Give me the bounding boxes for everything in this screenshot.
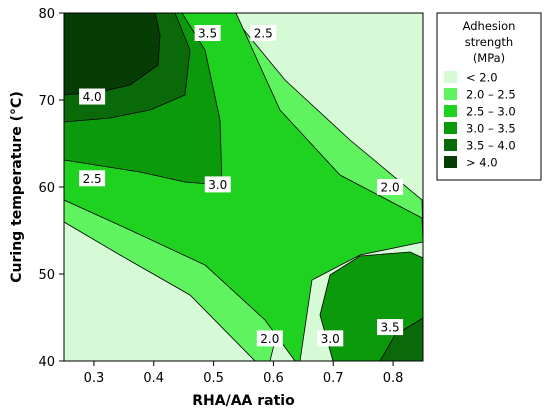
legend-swatch xyxy=(444,88,457,100)
region-3.5-4.0-lower xyxy=(379,317,423,361)
x-tick-label: 0.4 xyxy=(143,371,164,386)
x-tick-label: 0.8 xyxy=(383,371,404,386)
contour-label: 2.5 xyxy=(250,25,277,42)
legend-entry-label: < 2.0 xyxy=(466,71,498,85)
x-axis-label: RHA/AA ratio xyxy=(192,393,295,409)
contour-label-bg xyxy=(377,319,404,336)
contour-label-bg xyxy=(317,330,344,347)
y-tick-label: 40 xyxy=(38,355,55,370)
y-tick-label: 70 xyxy=(38,94,55,109)
legend-swatch xyxy=(444,71,457,83)
contour-labels: 3.5 2.5 4.0 3.0 2.5 2.0 2.0 3.0 3.5 xyxy=(79,25,404,347)
contour-regions xyxy=(64,13,423,361)
legend-swatch xyxy=(444,139,457,151)
y-axis-label: Curing temperature (°C) xyxy=(9,91,25,282)
contour-label: 2.0 xyxy=(377,179,404,195)
x-tick-label: 0.5 xyxy=(203,371,224,386)
contour-label-text: 4.0 xyxy=(83,90,102,104)
contour-label-bg xyxy=(377,179,404,195)
legend-swatch xyxy=(444,156,457,168)
contour-label: 3.0 xyxy=(317,330,344,347)
legend-swatch xyxy=(444,122,457,134)
legend-title-line: strength xyxy=(465,35,513,49)
contour-label: 3.5 xyxy=(377,319,404,336)
y-tick-label: 60 xyxy=(38,181,55,196)
region-gt-4.0 xyxy=(64,13,161,96)
legend-entry-label: 3.0 – 3.5 xyxy=(466,122,516,136)
legend: Adhesion strength (MPa) < 2.0 2.0 – 2.5 2.5 –… xyxy=(436,12,542,181)
legend-swatch xyxy=(444,105,457,117)
y-tick-label: 80 xyxy=(38,7,55,22)
legend-title-line: (MPa) xyxy=(473,51,505,65)
contour-label-text: 2.5 xyxy=(83,172,102,186)
legend-entry-label: > 4.0 xyxy=(466,156,498,170)
legend-entry-label: 2.0 – 2.5 xyxy=(466,88,516,102)
legend-entry-label: 2.5 – 3.0 xyxy=(466,105,516,119)
contour-label-text: 2.5 xyxy=(254,27,273,41)
contour-label-text: 3.5 xyxy=(381,321,400,335)
contour-label-bg xyxy=(204,176,231,193)
contour-label-text: 3.5 xyxy=(198,27,217,41)
contour-label: 2.5 xyxy=(79,170,106,187)
contour-label-bg xyxy=(250,25,277,42)
contour-label-bg xyxy=(194,25,221,42)
legend-entry-label: 3.5 – 4.0 xyxy=(466,139,516,153)
contour-label: 3.5 xyxy=(194,25,221,42)
contour-label-text: 3.0 xyxy=(208,178,227,192)
x-axis: 0.3 0.4 0.5 0.6 0.7 0.8 xyxy=(84,361,404,386)
x-tick-label: 0.6 xyxy=(263,371,284,386)
contour-label-text: 2.0 xyxy=(260,332,279,346)
legend-title-line: Adhesion xyxy=(463,19,516,33)
x-tick-label: 0.3 xyxy=(84,371,105,386)
contour-label-bg xyxy=(79,170,106,187)
contour-label-bg xyxy=(79,88,106,105)
contour-label: 4.0 xyxy=(79,88,106,105)
contour-label-bg xyxy=(256,330,283,347)
y-tick-label: 50 xyxy=(38,268,55,283)
y-axis: 40 50 60 70 80 xyxy=(38,7,64,370)
contour-label-text: 2.0 xyxy=(381,181,400,195)
contour-label: 3.0 xyxy=(204,176,231,193)
contour-label: 2.0 xyxy=(256,330,283,347)
x-tick-label: 0.7 xyxy=(323,371,344,386)
contour-label-text: 3.0 xyxy=(321,332,340,346)
